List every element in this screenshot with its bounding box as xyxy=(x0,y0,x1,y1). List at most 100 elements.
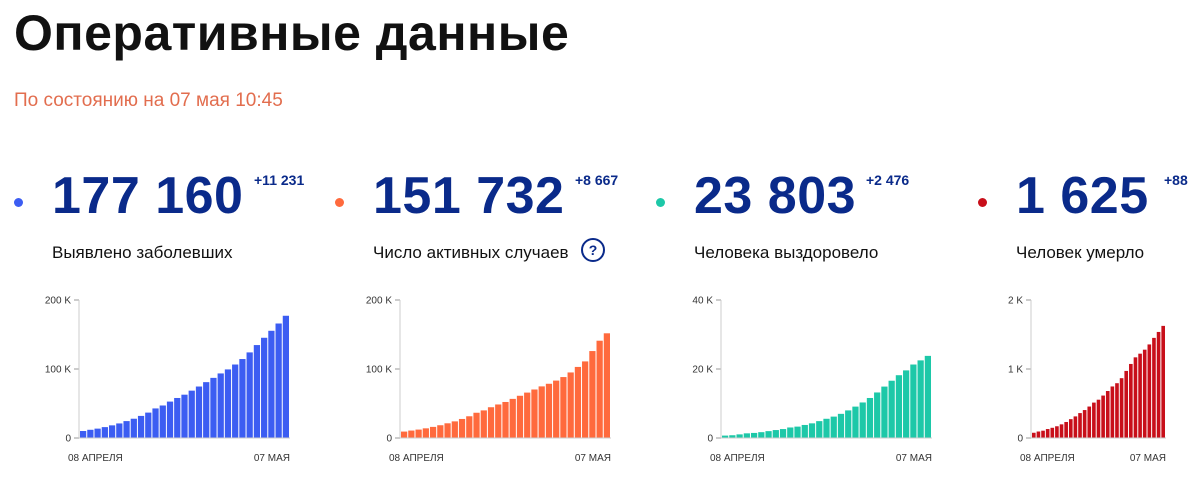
chart-bar xyxy=(495,404,502,438)
page-subtitle: По состоянию на 07 мая 10:45 xyxy=(14,90,283,111)
x-end-label: 07 МАЯ xyxy=(575,453,611,464)
chart-bar xyxy=(108,425,116,438)
chart-bar xyxy=(152,408,159,438)
y-tick-label: 40 K xyxy=(692,296,713,307)
y-tick-label: 100 K xyxy=(366,365,392,376)
chart-bar xyxy=(130,418,137,438)
chart-bar xyxy=(502,401,509,438)
chart-bar xyxy=(210,377,217,438)
chart-bar xyxy=(1059,424,1064,438)
chart-bar xyxy=(116,423,123,438)
help-icon[interactable]: ? xyxy=(581,238,605,262)
chart-bar xyxy=(1147,344,1152,438)
chart-bar xyxy=(743,433,750,438)
chart-bar xyxy=(516,395,524,438)
stat-block-cases: 177 160 +11 231 Выявлено заболевших 0 100… xyxy=(14,160,314,500)
chart-bar xyxy=(722,435,729,438)
chart-bar xyxy=(808,423,816,438)
x-end-label: 07 МАЯ xyxy=(896,453,932,464)
chart-bar xyxy=(458,418,466,438)
chart-bar xyxy=(779,429,787,438)
chart-bar xyxy=(881,386,888,438)
y-tick-label: 20 K xyxy=(692,365,713,376)
y-tick-label: 100 K xyxy=(45,365,71,376)
chart-recovered: 0 20 K 40 K 08 АПРЕЛЯ 07 МАЯ xyxy=(692,296,932,464)
chart-bar xyxy=(758,432,765,438)
chart-bar xyxy=(903,370,910,438)
chart-bar xyxy=(123,421,130,438)
stat-delta: +2 476 xyxy=(866,172,910,188)
chart-bar xyxy=(545,383,553,438)
stat-value: 1 625 xyxy=(1016,167,1149,225)
chart-bar xyxy=(166,401,174,438)
chart-bar xyxy=(874,392,881,438)
page-title: Оперативные данные xyxy=(14,5,570,61)
chart-bar xyxy=(524,392,531,438)
stat-label: Выявлено заболевших xyxy=(52,243,233,262)
chart-bar xyxy=(1115,383,1119,438)
chart-bar xyxy=(1129,363,1133,438)
chart-bar xyxy=(917,360,924,439)
chart-bar xyxy=(1101,395,1105,438)
stat-label: Человека выздоровело xyxy=(694,243,879,262)
chart-bar xyxy=(1064,421,1068,438)
chart-bar xyxy=(174,397,181,438)
y-tick-label: 0 xyxy=(386,434,392,445)
chart-bar xyxy=(866,397,874,438)
chart-bar xyxy=(487,407,495,438)
chart-bar xyxy=(1156,331,1161,438)
x-start-label: 08 АПРЕЛЯ xyxy=(1020,453,1075,464)
chart-bar xyxy=(531,389,538,438)
stat-delta: +8 667 xyxy=(575,172,619,188)
y-tick-label: 0 xyxy=(65,434,71,445)
chart-bar xyxy=(145,412,152,438)
chart-bar xyxy=(729,435,736,438)
chart-bar xyxy=(509,398,516,438)
x-end-label: 07 МАЯ xyxy=(1130,453,1166,464)
chart-bar xyxy=(1036,431,1041,438)
dot-icon xyxy=(656,198,665,207)
chart-bar xyxy=(232,364,239,438)
chart-bar xyxy=(859,402,866,438)
chart-bar xyxy=(1161,325,1165,439)
chart-bar xyxy=(101,427,108,438)
chart-bar xyxy=(1133,357,1138,438)
chart-bar xyxy=(188,390,195,438)
chart-bar xyxy=(80,431,87,438)
chart-bar xyxy=(924,355,931,438)
chart-bar xyxy=(1152,337,1156,438)
chart-bar xyxy=(895,375,903,438)
chart-bar xyxy=(830,416,837,438)
chart-bar xyxy=(567,372,574,438)
chart-bar xyxy=(1041,430,1045,438)
chart-bar xyxy=(282,315,289,438)
chart-bar xyxy=(845,410,852,438)
chart-bar xyxy=(1055,426,1059,438)
y-tick-label: 0 xyxy=(707,434,713,445)
dot-icon xyxy=(14,198,23,207)
chart-bar xyxy=(217,373,224,438)
x-start-label: 08 АПРЕЛЯ xyxy=(710,453,765,464)
y-tick-label: 1 K xyxy=(1008,365,1023,376)
chart-bar xyxy=(589,351,596,438)
chart-bar xyxy=(1142,349,1147,438)
chart-bar xyxy=(794,426,801,438)
chart-bar xyxy=(1105,391,1110,438)
chart-bar xyxy=(275,323,282,438)
chart-bar xyxy=(137,415,145,438)
chart-bar xyxy=(837,413,845,438)
stat-value: 177 160 xyxy=(52,167,244,225)
dot-icon xyxy=(335,198,344,207)
y-tick-label: 200 K xyxy=(366,296,392,307)
chart-bar xyxy=(888,380,895,438)
chart-cases: 0 100 K 200 K 08 АПРЕЛЯ 07 МАЯ xyxy=(45,296,290,464)
chart-bar xyxy=(560,377,567,438)
chart-bar xyxy=(1045,429,1050,438)
chart-bar xyxy=(787,427,794,438)
chart-bar xyxy=(765,431,772,438)
chart-bar xyxy=(852,406,859,438)
chart-bar xyxy=(466,416,473,438)
chart-bar xyxy=(1096,399,1101,438)
chart-bar xyxy=(94,428,101,438)
chart-bar xyxy=(224,369,232,438)
